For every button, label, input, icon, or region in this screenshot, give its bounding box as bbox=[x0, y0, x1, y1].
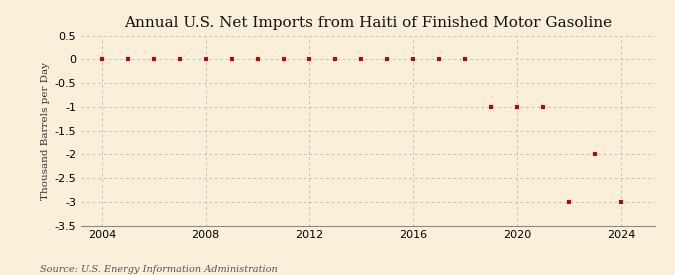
Point bbox=[200, 57, 211, 62]
Point bbox=[564, 200, 574, 204]
Point bbox=[382, 57, 393, 62]
Point bbox=[434, 57, 445, 62]
Point bbox=[304, 57, 315, 62]
Point bbox=[330, 57, 341, 62]
Point bbox=[148, 57, 159, 62]
Point bbox=[174, 57, 185, 62]
Point bbox=[616, 200, 626, 204]
Point bbox=[486, 105, 497, 109]
Point bbox=[460, 57, 470, 62]
Point bbox=[97, 57, 107, 62]
Title: Annual U.S. Net Imports from Haiti of Finished Motor Gasoline: Annual U.S. Net Imports from Haiti of Fi… bbox=[124, 16, 612, 31]
Y-axis label: Thousand Barrels per Day: Thousand Barrels per Day bbox=[41, 62, 50, 200]
Point bbox=[278, 57, 289, 62]
Point bbox=[226, 57, 237, 62]
Point bbox=[356, 57, 367, 62]
Point bbox=[408, 57, 418, 62]
Point bbox=[122, 57, 133, 62]
Text: Source: U.S. Energy Information Administration: Source: U.S. Energy Information Administ… bbox=[40, 265, 278, 274]
Point bbox=[538, 105, 549, 109]
Point bbox=[512, 105, 522, 109]
Point bbox=[590, 152, 601, 156]
Point bbox=[252, 57, 263, 62]
